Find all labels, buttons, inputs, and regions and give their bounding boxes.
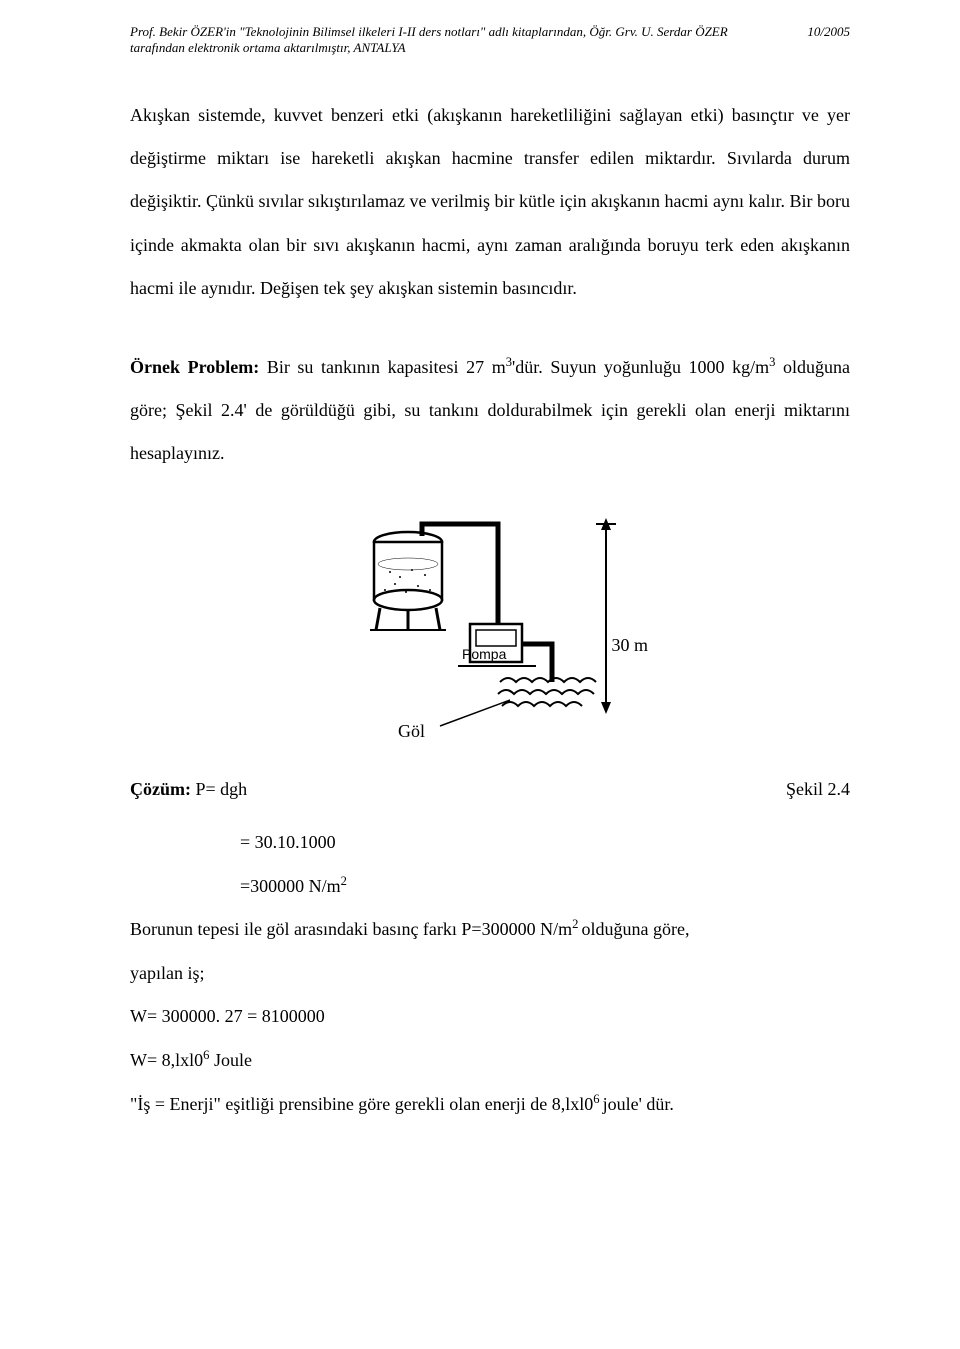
sol8-a: "İş = Enerji" eşitliği prensibine göre g… xyxy=(130,1094,593,1114)
sol4-sup: 2 xyxy=(572,917,581,931)
page-header: Prof. Bekir ÖZER'in "Teknolojinin Bilims… xyxy=(130,24,850,56)
sol7-b: Joule xyxy=(209,1050,252,1070)
page: Prof. Bekir ÖZER'in "Teknolojinin Bilims… xyxy=(0,0,960,1188)
solution-line-6: W= 300000. 27 = 8100000 xyxy=(130,997,850,1037)
solution-line-2: = 30.10.1000 xyxy=(130,823,850,863)
sol4-b: olduğuna göre, xyxy=(582,919,690,939)
pump-diagram-icon xyxy=(340,512,640,732)
figure-container: 30 m Göl Pompa xyxy=(130,512,850,732)
example-label: Örnek Problem: xyxy=(130,357,259,377)
figure-label-30m: 30 m xyxy=(611,635,648,656)
sol4-a: Borunun tepesi ile göl arasındaki basınç… xyxy=(130,919,572,939)
solution-line-1: Çözüm: P= dgh xyxy=(130,770,247,810)
figure-2-4: 30 m Göl Pompa xyxy=(340,512,640,732)
paragraph-1: Akışkan sistemde, kuvvet benzeri etki (a… xyxy=(130,94,850,310)
solution-line-5: yapılan iş; xyxy=(130,954,850,994)
solution-line-4: Borunun tepesi ile göl arasındaki basınç… xyxy=(130,910,850,950)
p2-text-2: 'dür. Suyun yoğunluğu 1000 kg/m xyxy=(512,357,769,377)
solution-line-8: "İş = Enerji" eşitliği prensibine göre g… xyxy=(130,1085,850,1125)
header-left: Prof. Bekir ÖZER'in "Teknolojinin Bilims… xyxy=(130,24,777,56)
figure-caption: Şekil 2.4 xyxy=(526,779,850,800)
p2-text-1: Bir su tankının kapasitesi 27 m xyxy=(259,357,505,377)
sol8-b: joule' dür. xyxy=(603,1094,674,1114)
sol8-sup: 6 xyxy=(593,1092,602,1106)
sol7-a: W= 8,lxl0 xyxy=(130,1050,203,1070)
solution-line-3: =300000 N/m2 xyxy=(130,867,850,907)
paragraph-2: Örnek Problem: Bir su tankının kapasites… xyxy=(130,346,850,476)
solution-line-7: W= 8,lxl06 Joule xyxy=(130,1041,850,1081)
figure-label-gol: Göl xyxy=(398,721,425,742)
sol1-text: P= dgh xyxy=(191,779,247,799)
sol3-sup: 2 xyxy=(341,874,347,888)
figure-label-pompa: Pompa xyxy=(462,646,506,662)
caption-row: Çözüm: P= dgh Şekil 2.4 xyxy=(130,770,850,810)
solution-label: Çözüm: xyxy=(130,779,191,799)
header-right: 10/2005 xyxy=(777,24,850,56)
sol3-a: =300000 N/m xyxy=(240,876,341,896)
